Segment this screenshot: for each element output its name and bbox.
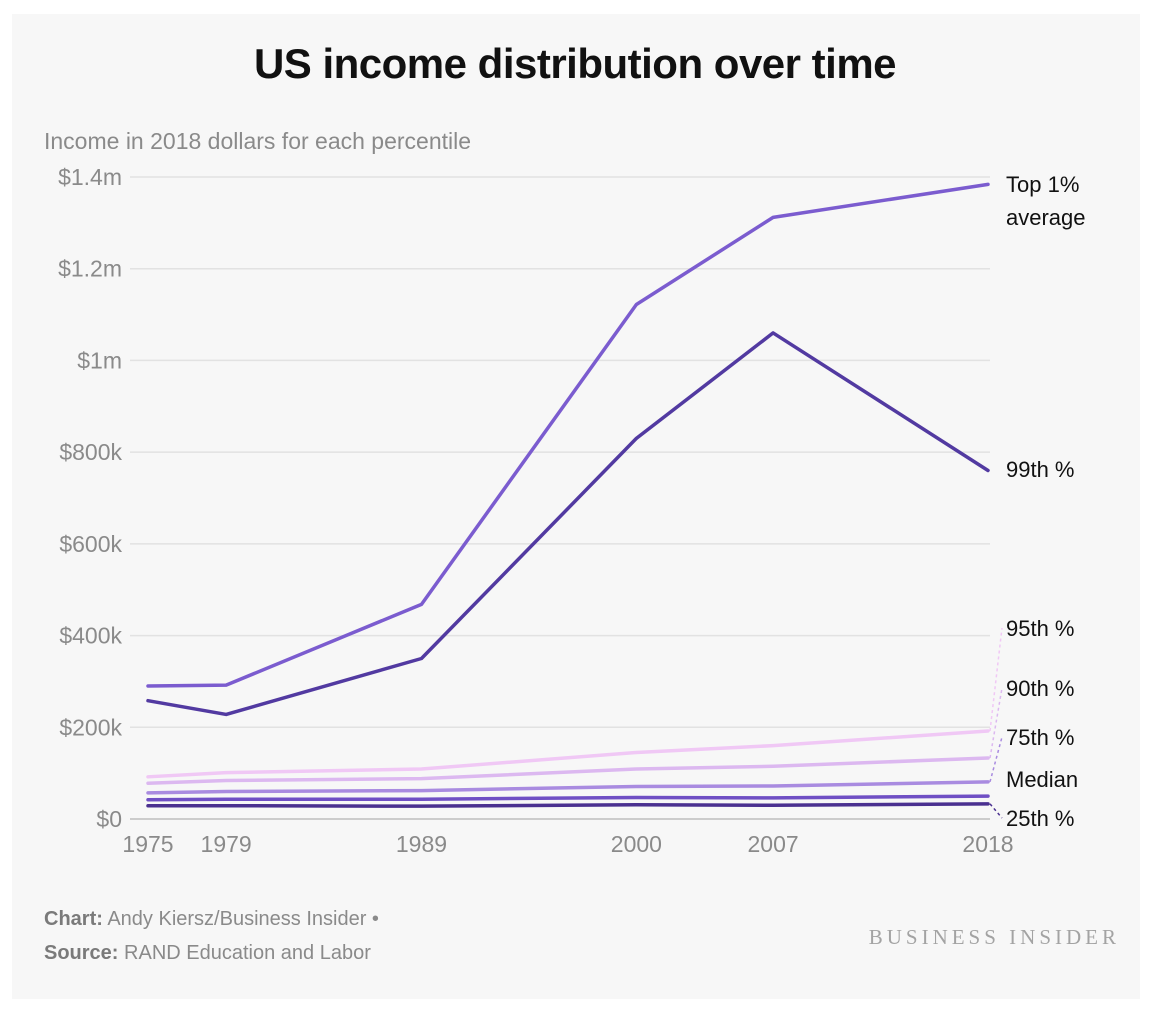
series-line — [146, 756, 990, 785]
series-end-label: 99th % — [1006, 457, 1075, 482]
chart-background — [12, 14, 1140, 999]
y-tick-label: $0 — [96, 806, 122, 832]
x-tick-label: 1989 — [396, 831, 447, 857]
label-leader-line — [989, 736, 1003, 783]
y-tick-label: $400k — [59, 623, 122, 649]
chart-subtitle: Income in 2018 dollars for each percenti… — [44, 128, 472, 154]
x-tick-label: 2007 — [748, 831, 799, 857]
series-line — [146, 780, 990, 795]
y-tick-label: $1m — [77, 347, 122, 373]
y-tick-label: $600k — [59, 531, 122, 557]
x-tick-label: 2000 — [611, 831, 662, 857]
label-leader-line — [989, 803, 1003, 819]
series-end-label: 90th % — [1006, 676, 1075, 701]
chart-source: Source: RAND Education and Labor — [44, 942, 371, 964]
y-tick-label: $1.4m — [58, 164, 122, 190]
label-leader-line — [989, 627, 1003, 732]
x-tick-label: 1975 — [122, 831, 173, 857]
series-end-label: 95th % — [1006, 616, 1075, 641]
x-tick-label: 2018 — [962, 831, 1013, 857]
y-tick-label: $200k — [59, 714, 122, 740]
series-end-label: 75th % — [1006, 725, 1075, 750]
series-line — [146, 794, 990, 802]
series-end-label: 25th % — [1006, 806, 1075, 831]
label-leader-line — [989, 687, 1003, 759]
brand-logo: BUSINESS INSIDER — [868, 925, 1120, 949]
series-line — [146, 729, 990, 779]
chart-title: US income distribution over time — [253, 40, 897, 87]
series-end-label: Top 1% average — [1006, 172, 1086, 230]
x-tick-label: 1979 — [201, 831, 252, 857]
y-tick-label: $800k — [59, 439, 122, 465]
series-line — [146, 802, 990, 808]
chart-credit: Chart: Andy Kiersz/Business Insider • — [44, 908, 379, 930]
y-tick-label: $1.2m — [58, 256, 122, 282]
series-line — [146, 331, 990, 717]
series-end-label: Median — [1006, 767, 1078, 792]
series-line — [146, 182, 990, 688]
